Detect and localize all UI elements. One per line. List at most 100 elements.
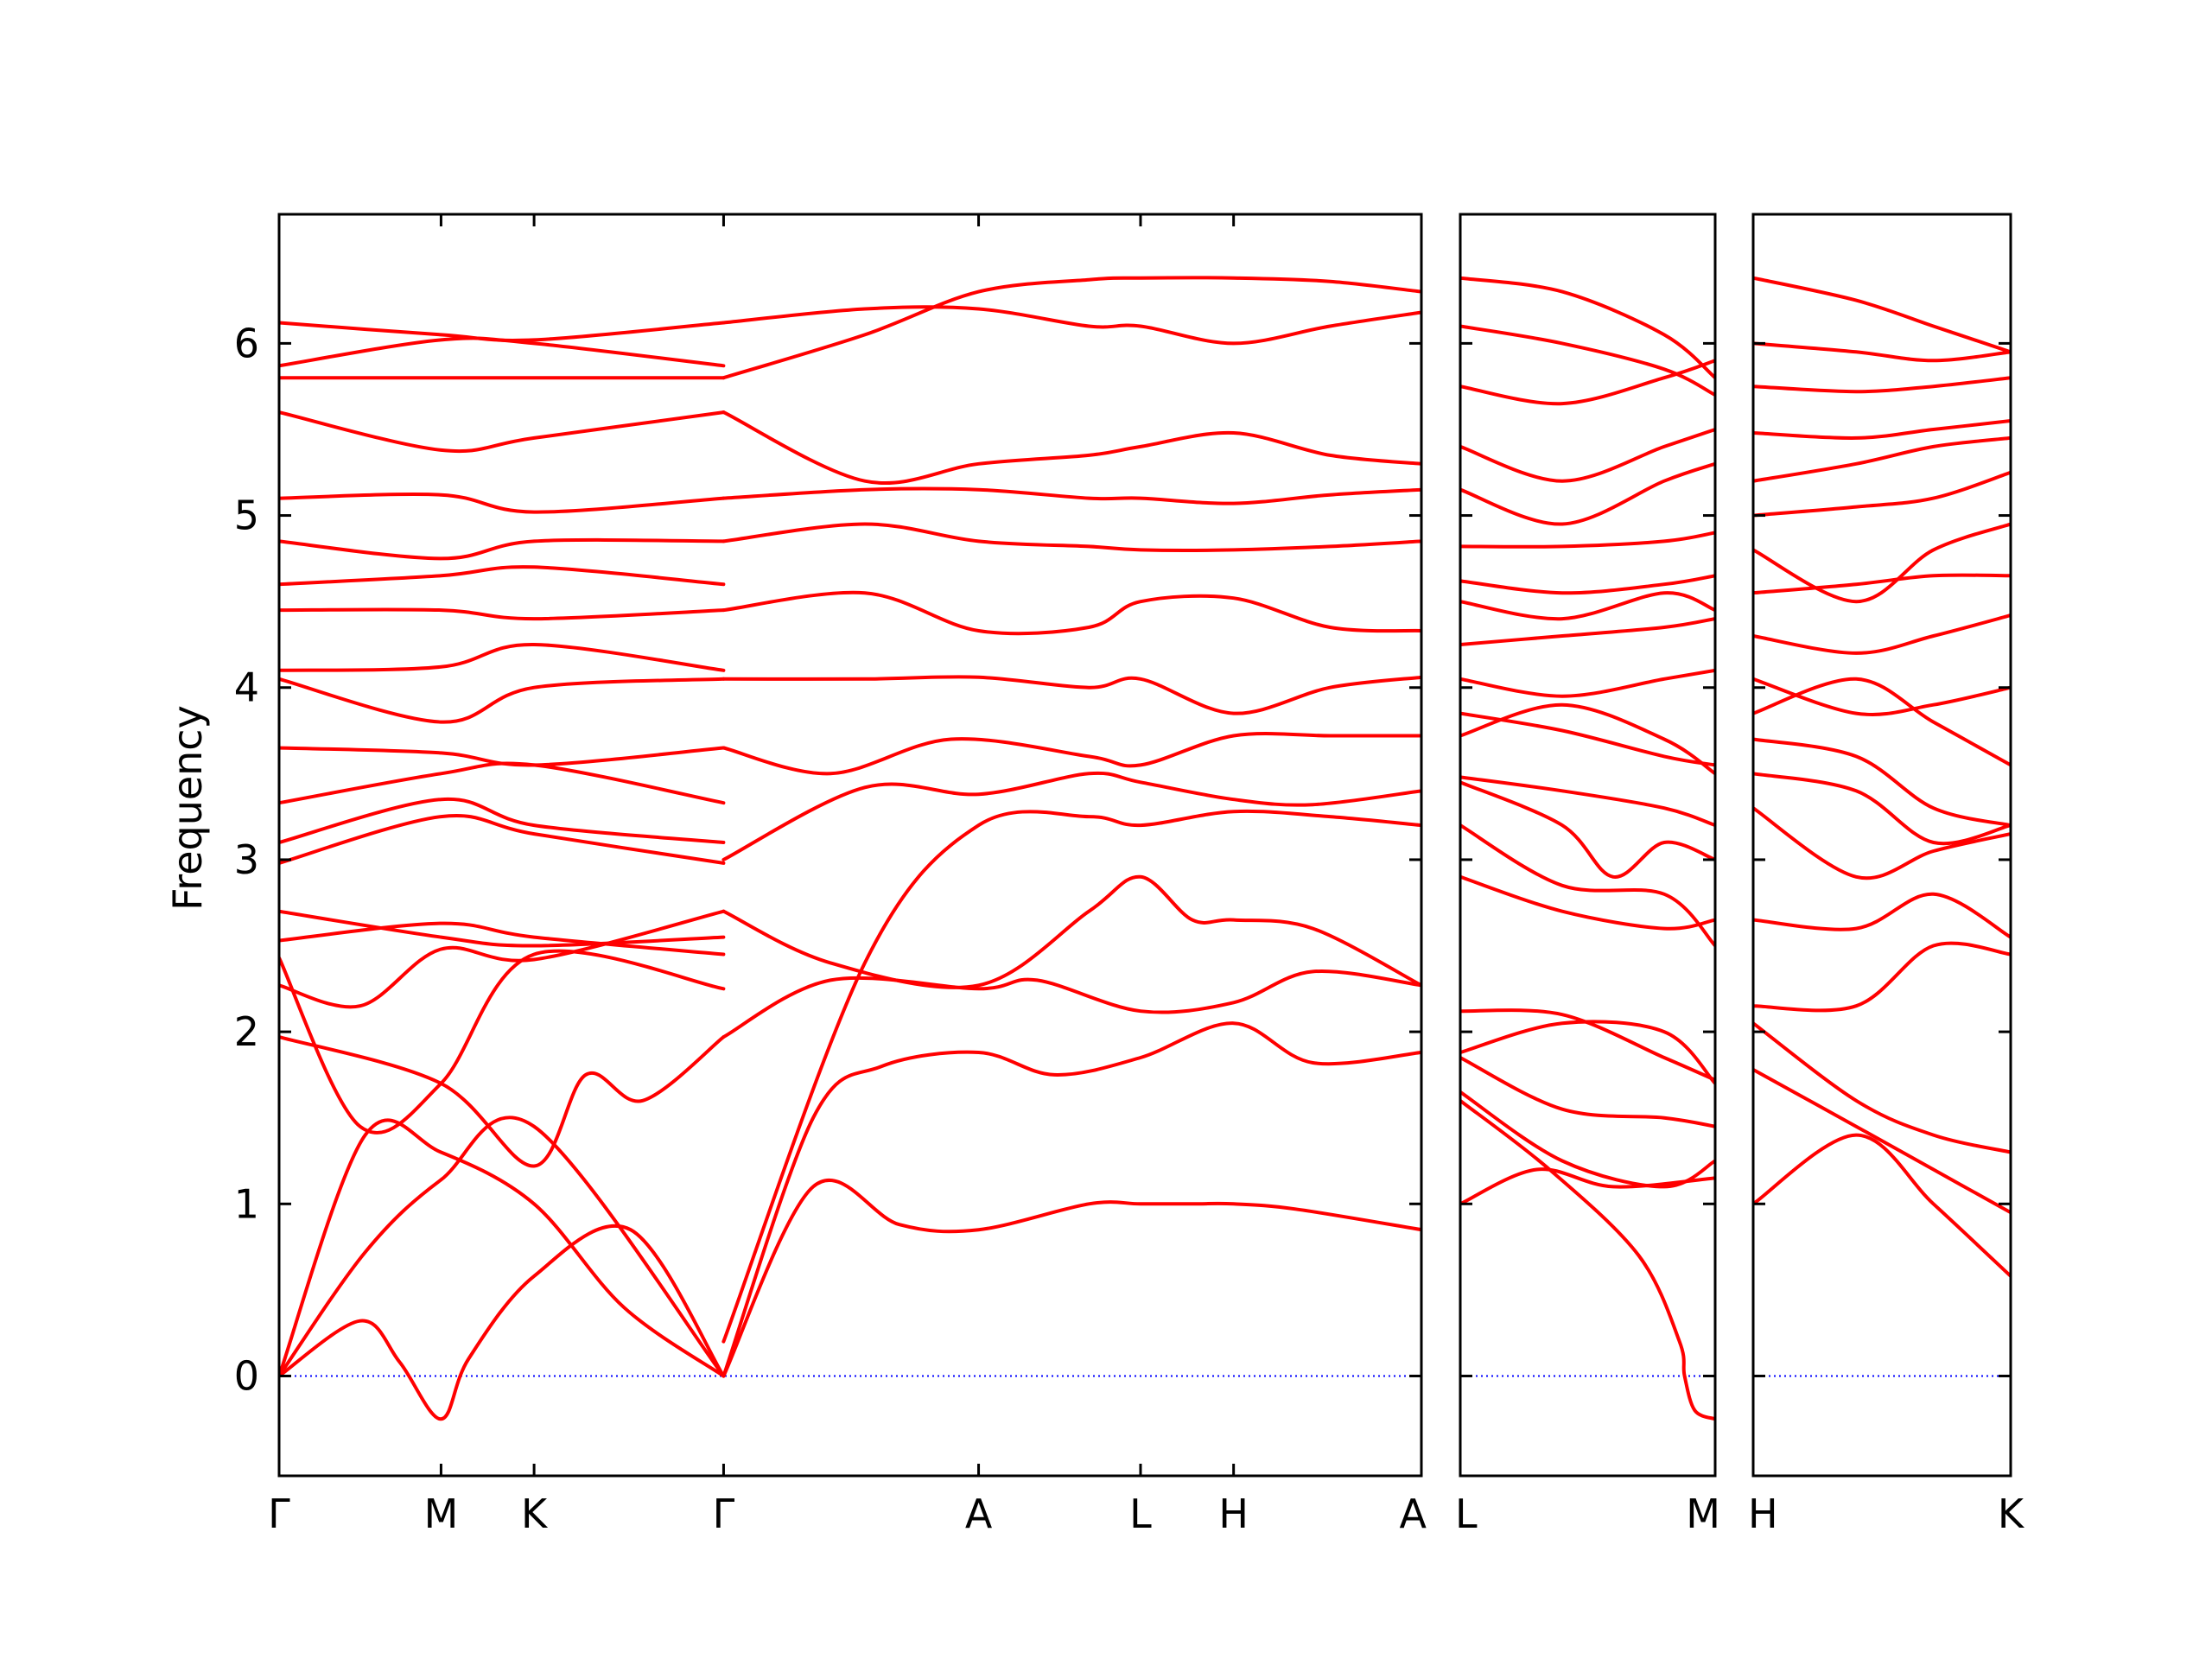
band-line <box>1460 775 1715 828</box>
band-line <box>721 305 1421 346</box>
y-tick-label: 5 <box>234 493 259 539</box>
x-tick-label: Γ <box>713 1491 735 1537</box>
band-line <box>279 746 726 767</box>
x-tick-label: M <box>424 1491 459 1537</box>
band-line <box>1753 1133 2011 1278</box>
y-tick-label: 6 <box>234 320 259 366</box>
band-line <box>1460 574 1715 595</box>
band-line <box>721 1179 1421 1378</box>
band-line <box>721 809 1421 1344</box>
y-tick-label: 4 <box>234 664 259 711</box>
band-line <box>1753 573 2011 595</box>
band-line <box>279 921 726 957</box>
band-line <box>279 1035 726 1168</box>
band-line <box>1753 892 2011 939</box>
band-line <box>1753 376 2011 394</box>
band-line <box>279 949 726 1135</box>
band-line <box>1460 1098 1715 1421</box>
band-line <box>279 677 726 724</box>
band-line <box>1753 677 2011 716</box>
band-line <box>721 874 1421 989</box>
band-line <box>1753 470 2011 518</box>
band-line <box>721 675 1421 715</box>
band-line <box>1753 341 2011 363</box>
band-line <box>1753 941 2011 1013</box>
band-line <box>721 771 1421 861</box>
x-tick-label: K <box>1998 1491 2025 1537</box>
band-line <box>1753 772 2011 846</box>
band-line <box>279 814 726 865</box>
panel-frame <box>277 213 1423 1478</box>
band-line <box>721 410 1421 486</box>
y-tick-label: 1 <box>234 1180 259 1227</box>
y-tick-label: 3 <box>234 836 259 883</box>
band-line <box>721 276 1421 380</box>
band-line <box>1753 419 2011 440</box>
x-tick-label: H <box>1218 1491 1249 1537</box>
band-line <box>1460 591 1715 621</box>
band-lines <box>279 276 1421 1421</box>
x-tick-label: Γ <box>268 1491 290 1537</box>
band-line <box>721 1021 1421 1378</box>
band-line <box>1753 613 2011 655</box>
band-line <box>1460 1167 1715 1206</box>
band-line <box>721 732 1421 776</box>
y-tick-label: 0 <box>234 1352 259 1399</box>
band-lines <box>1460 276 1715 1421</box>
band-line <box>1460 1020 1715 1085</box>
band-line <box>721 522 1421 552</box>
band-line <box>279 909 726 948</box>
x-tick-label: A <box>965 1491 993 1537</box>
band-line <box>1460 668 1715 698</box>
band-line <box>279 565 726 587</box>
band-line <box>1460 711 1715 767</box>
band-line <box>1460 531 1715 549</box>
y-tick-label: 2 <box>234 1008 259 1055</box>
band-line <box>279 761 726 805</box>
x-tick-label: L <box>1455 1491 1478 1537</box>
band-line <box>279 797 726 844</box>
band-line <box>279 410 726 454</box>
band-line <box>1460 461 1715 526</box>
band-line <box>279 493 726 514</box>
band-line <box>279 537 726 561</box>
band-line <box>279 642 726 672</box>
band-line <box>1460 276 1715 380</box>
band-line <box>1753 276 2011 354</box>
band-line <box>1753 522 2011 604</box>
band-line <box>1753 806 2011 880</box>
band-line <box>721 486 1421 505</box>
band-line <box>1460 324 1715 397</box>
band-line <box>721 590 1421 636</box>
band-line <box>1460 617 1715 646</box>
band-line <box>279 607 726 621</box>
band-line <box>1460 874 1715 931</box>
x-tick-label: K <box>521 1491 549 1537</box>
band-line <box>279 1224 726 1421</box>
x-tick-label: M <box>1686 1491 1720 1537</box>
band-line <box>1460 1056 1715 1128</box>
band-line <box>721 969 1421 1039</box>
panel-frame <box>1459 213 1717 1478</box>
band-line <box>1460 780 1715 879</box>
band-line <box>279 909 726 1009</box>
band-line <box>1460 1008 1715 1082</box>
band-line <box>1460 823 1715 948</box>
y-tick-labels: 0 1 2 3 4 5 6 <box>234 320 259 1399</box>
band-line <box>1460 1090 1715 1189</box>
band-line <box>279 1118 726 1378</box>
band-line <box>1753 1067 2011 1215</box>
band-line <box>1460 428 1715 483</box>
band-line <box>1753 1021 2011 1154</box>
y-axis-title: Frequency <box>164 705 211 911</box>
band-line <box>1753 737 2011 828</box>
band-line <box>279 1116 726 1378</box>
x-tick-label: H <box>1748 1491 1778 1537</box>
x-tick-label: A <box>1400 1491 1427 1537</box>
